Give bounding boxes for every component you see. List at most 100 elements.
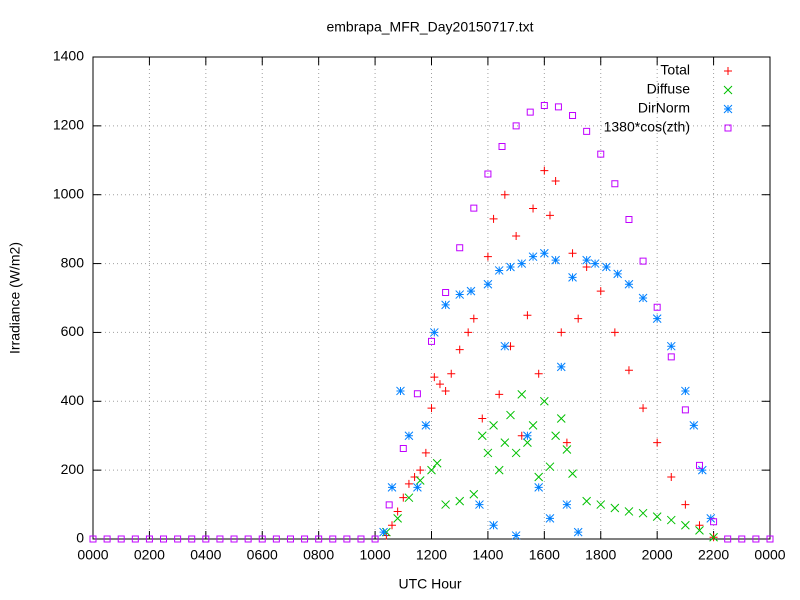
data-point — [470, 204, 478, 212]
data-point — [404, 493, 414, 503]
data-point — [421, 448, 430, 457]
data-point — [315, 535, 323, 543]
data-point — [421, 421, 431, 430]
data-point — [188, 535, 196, 543]
data-point — [557, 328, 566, 337]
data-point — [258, 535, 266, 543]
data-point — [540, 166, 549, 175]
data-point — [455, 290, 465, 299]
data-point — [117, 535, 125, 543]
data-point — [500, 438, 510, 447]
data-point — [441, 500, 450, 509]
data-point — [667, 473, 676, 482]
data-point — [455, 345, 464, 354]
y-tick-label: 1200 — [53, 117, 84, 133]
data-point — [610, 503, 620, 513]
data-point — [512, 122, 520, 130]
data-point — [478, 414, 487, 423]
data-point — [89, 535, 97, 543]
data-point — [562, 438, 571, 447]
data-point — [556, 362, 566, 372]
data-point — [695, 461, 703, 469]
y-tick-label: 0 — [76, 530, 84, 546]
data-point — [427, 465, 436, 475]
data-point — [506, 262, 515, 272]
data-point — [562, 445, 572, 454]
data-point — [681, 500, 690, 509]
data-point — [582, 263, 591, 272]
data-point — [415, 476, 425, 485]
data-point — [489, 520, 498, 530]
data-point — [752, 535, 760, 543]
data-point — [413, 483, 422, 492]
data-point — [456, 244, 464, 252]
data-point — [681, 386, 690, 396]
x-tick-label: 0200 — [134, 547, 165, 563]
legend-label: 1380*cos(zth) — [604, 119, 690, 135]
data-point — [483, 279, 493, 289]
data-point — [545, 462, 555, 472]
data-point — [216, 535, 224, 543]
data-point — [569, 112, 577, 120]
data-point — [681, 406, 689, 414]
data-point — [427, 404, 436, 413]
data-point — [568, 272, 577, 282]
data-point — [393, 513, 403, 523]
y-tick-label: 1000 — [53, 185, 84, 201]
data-point — [596, 500, 606, 509]
data-point — [500, 341, 510, 351]
data-point — [441, 386, 450, 395]
data-point — [387, 483, 397, 492]
data-point — [590, 259, 600, 268]
x-tick-label: 0800 — [303, 547, 334, 563]
data-point — [582, 496, 591, 506]
data-point — [435, 380, 444, 389]
data-point — [489, 214, 498, 223]
data-point — [523, 438, 532, 447]
x-tick-label: 1800 — [585, 547, 616, 563]
data-point — [539, 248, 549, 258]
data-point — [611, 180, 619, 188]
data-point — [357, 535, 365, 543]
y-tick-label: 600 — [61, 323, 85, 339]
data-point — [652, 314, 662, 324]
data-point — [540, 102, 548, 110]
data-point — [429, 328, 439, 337]
data-point — [428, 337, 435, 345]
data-point — [539, 396, 549, 406]
data-point — [272, 535, 280, 543]
data-point — [534, 472, 544, 482]
data-point — [404, 479, 413, 488]
data-point — [469, 489, 479, 499]
data-point — [667, 353, 675, 361]
data-point — [517, 390, 527, 399]
data-point — [396, 386, 405, 396]
data-point — [483, 252, 492, 261]
data-point — [738, 535, 746, 543]
data-point — [500, 190, 509, 199]
x-tick-label: 1600 — [529, 547, 560, 563]
data-point — [689, 421, 699, 430]
data-point — [528, 421, 538, 430]
legend-label: Total — [660, 62, 690, 78]
data-point — [545, 211, 554, 220]
data-point — [301, 535, 309, 543]
x-tick-label: 0000 — [754, 547, 785, 563]
data-point — [464, 328, 473, 337]
data-point — [545, 513, 555, 523]
data-point — [286, 535, 294, 543]
data-point — [624, 366, 633, 375]
data-point — [554, 103, 562, 111]
data-point — [399, 444, 407, 452]
data-point — [329, 535, 337, 543]
data-point — [625, 216, 633, 224]
data-point — [652, 512, 662, 521]
data-point — [638, 293, 648, 303]
data-point — [724, 535, 732, 543]
data-point — [230, 535, 238, 543]
data-point — [388, 521, 397, 530]
data-point — [523, 431, 532, 441]
x-tick-label: 2000 — [642, 547, 673, 563]
data-point — [385, 501, 393, 509]
